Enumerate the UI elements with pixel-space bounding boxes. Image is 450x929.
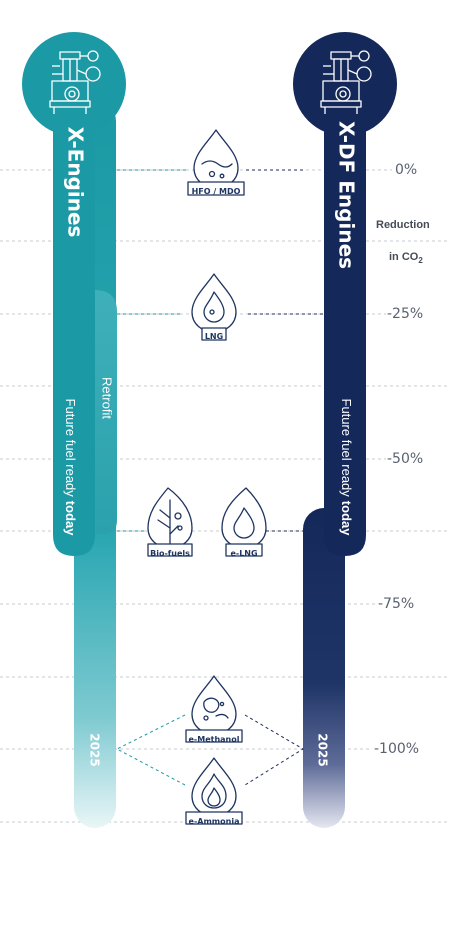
fuel-label-hfo: HFO / MDO	[191, 187, 241, 196]
reduction-co2-label: in CO2	[389, 251, 423, 265]
x-engines-future-fuel-label: Future fuel ready today	[63, 399, 78, 537]
fuel-label-lng: LNG	[204, 332, 224, 341]
xdf-engines-future-fuel-today: today	[339, 501, 354, 536]
xdf-engines-header-circle	[293, 32, 397, 136]
xdf-engines-column: X-DF Engines Future fuel ready today 2025	[293, 32, 397, 828]
connector-x-efuels	[115, 714, 186, 786]
connectors	[115, 169, 324, 786]
reduction-label: Reduction	[376, 219, 430, 231]
biofuels-leaf-icon	[147, 487, 193, 557]
level-25: -25%	[387, 306, 424, 322]
fuel-label-eammonia: e-Ammonia	[188, 817, 240, 826]
x-engines-title: X-Engines	[64, 127, 88, 238]
xdf-engines-title: X-DF Engines	[335, 121, 359, 269]
x-engines-retrofit-band	[95, 290, 117, 534]
level-100: -100%	[374, 741, 420, 757]
x-engines-column: X-Engines Retrofit Future fuel ready toda…	[22, 32, 126, 828]
x-engines-header-circle	[22, 32, 126, 136]
level-50: -50%	[387, 451, 424, 467]
fuel-label-elng: e-LNG	[230, 549, 258, 558]
eammonia-drop-icon	[185, 757, 243, 825]
level-0: 0%	[395, 162, 418, 178]
xdf-engines-future-fuel-label: Future fuel ready today	[339, 399, 354, 537]
x-engines-top-band	[53, 100, 95, 556]
lng-drop-icon	[191, 273, 237, 341]
x-engines-future-fuel-today: today	[63, 501, 78, 536]
elng-leaf-icon	[221, 487, 267, 557]
fuel-label-emethanol: e-Methanol	[188, 735, 240, 744]
oil-drop-icon	[187, 129, 245, 196]
reduction-co2-sub: 2	[418, 256, 423, 266]
fuel-icons	[147, 129, 267, 825]
connector-xdf-efuels	[244, 714, 304, 786]
x-engine-icon	[49, 50, 101, 114]
xdf-engines-year: 2025	[316, 733, 330, 766]
xdf-engines-top-band	[324, 100, 366, 556]
fuel-label-biofuels: Bio-fuels	[150, 549, 190, 558]
xdf-engine-icon	[320, 50, 372, 114]
emethanol-drop-icon	[185, 675, 243, 743]
xdf-engines-future-fuel-text: Future fuel ready	[339, 399, 354, 498]
reduction-co2-text: in CO	[389, 251, 419, 263]
x-engines-year: 2025	[88, 733, 102, 766]
level-75: -75%	[378, 596, 415, 612]
x-engines-future-fuel-text: Future fuel ready	[63, 399, 78, 498]
xdf-engines-bar	[303, 508, 345, 828]
x-engines-retrofit-label: Retrofit	[100, 377, 115, 419]
